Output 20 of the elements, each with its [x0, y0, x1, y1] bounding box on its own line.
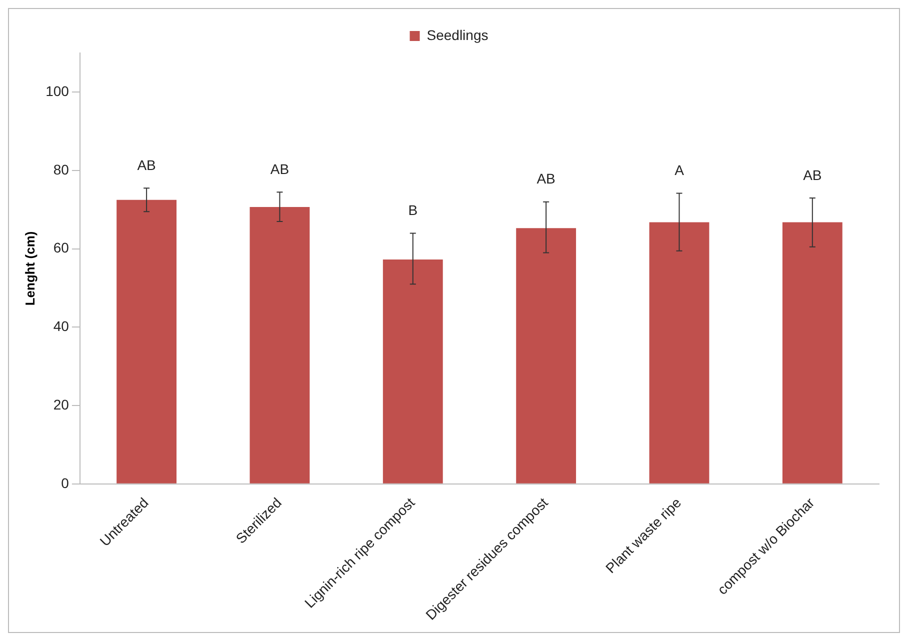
bar [649, 222, 710, 484]
bar [382, 259, 443, 484]
y-tick-label: 0 [61, 474, 70, 491]
annotation: B [408, 202, 418, 218]
annotation: AB [536, 170, 556, 187]
bar [250, 206, 310, 484]
bar [516, 228, 576, 484]
y-tick-label: 40 [53, 318, 70, 334]
annotation: AB [137, 157, 156, 174]
annotation: A [674, 162, 685, 178]
y-axis-title: Lenght (cm) [22, 231, 38, 306]
y-tick-label: 100 [46, 83, 70, 100]
legend-label: Seedlings [426, 26, 488, 43]
annotation: AB [270, 160, 290, 177]
y-tick-label: 60 [53, 240, 70, 256]
bar [782, 222, 842, 484]
bar [116, 200, 177, 484]
y-tick-label: 20 [53, 396, 70, 412]
y-tick-label: 80 [53, 161, 70, 178]
annotation: AB [803, 166, 822, 183]
